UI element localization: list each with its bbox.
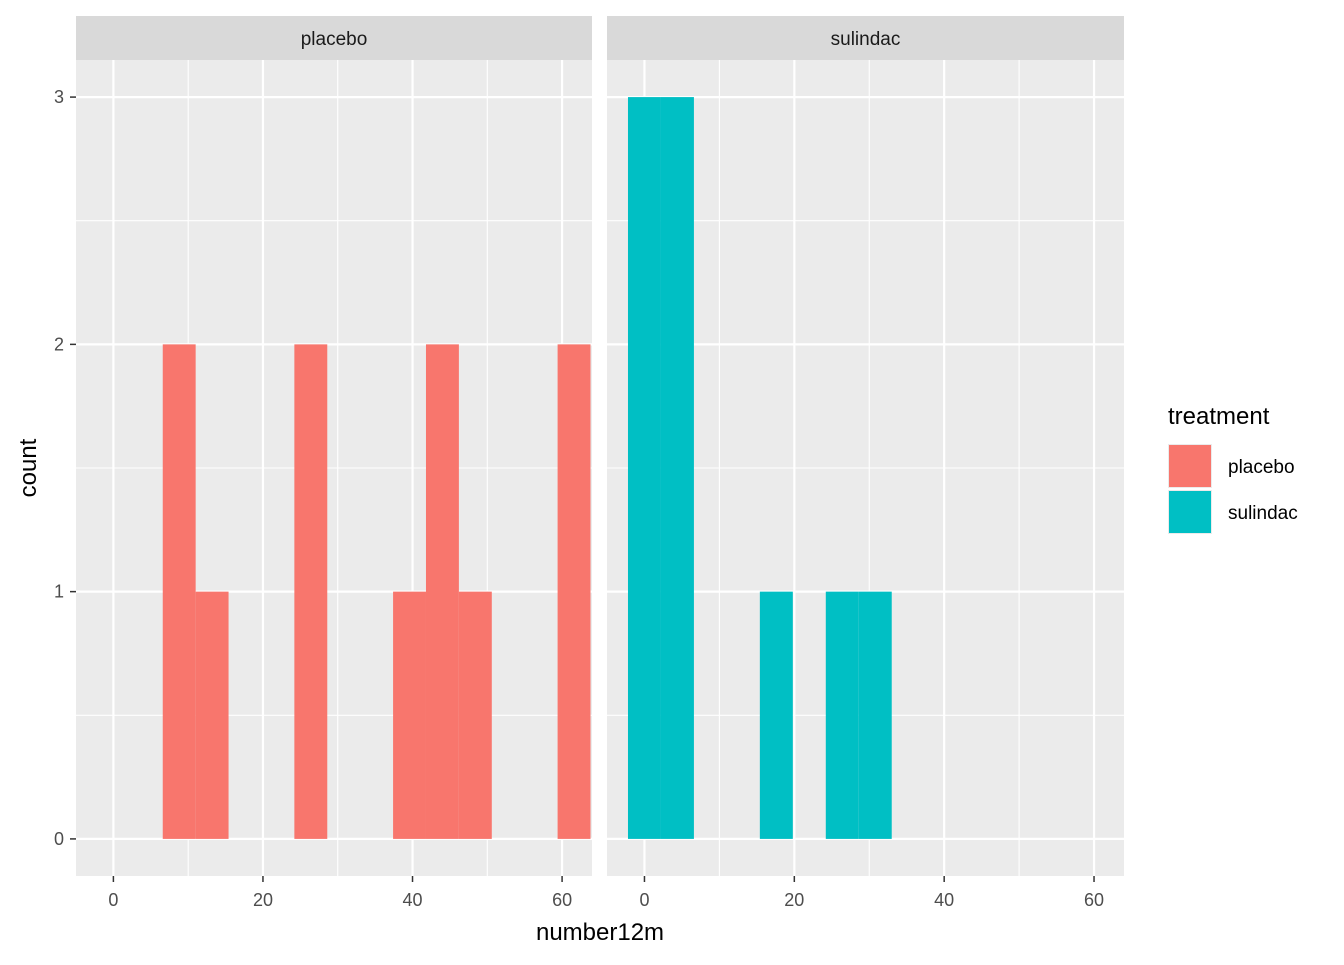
y-tick-label: 2 bbox=[54, 334, 64, 354]
legend-label-placebo: placebo bbox=[1228, 457, 1295, 478]
histogram-bar-sulindac bbox=[660, 97, 694, 839]
histogram-bar-placebo bbox=[162, 344, 196, 839]
histogram-bar-sulindac bbox=[825, 591, 859, 839]
y-axis-title: count bbox=[15, 438, 42, 497]
legend-swatch-placebo bbox=[1169, 445, 1211, 487]
histogram-bar-placebo bbox=[195, 591, 229, 839]
x-tick-label: 20 bbox=[784, 890, 804, 910]
x-tick-label: 60 bbox=[1084, 890, 1104, 910]
histogram-bar-sulindac bbox=[858, 591, 892, 839]
x-tick-label: 60 bbox=[552, 890, 572, 910]
x-tick-label: 40 bbox=[403, 890, 423, 910]
y-tick-label: 3 bbox=[54, 87, 64, 107]
histogram-bar-placebo bbox=[557, 344, 591, 839]
x-tick-label: 40 bbox=[934, 890, 954, 910]
facet-strip-sulindac bbox=[607, 16, 1124, 60]
x-tick-label: 0 bbox=[639, 890, 649, 910]
x-axis-title: number12m bbox=[536, 919, 664, 946]
facet-label-sulindac: sulindac bbox=[831, 29, 901, 50]
legend-label-sulindac: sulindac bbox=[1228, 503, 1298, 524]
y-tick-label: 1 bbox=[54, 582, 64, 602]
histogram-bar-placebo bbox=[458, 591, 492, 839]
facet-label-placebo: placebo bbox=[301, 29, 368, 50]
histogram-bar-placebo bbox=[294, 344, 328, 839]
histogram-bar-sulindac bbox=[759, 591, 793, 839]
histogram-bar-placebo bbox=[425, 344, 459, 839]
x-tick-label: 0 bbox=[108, 890, 118, 910]
facet-strip-placebo bbox=[76, 16, 592, 60]
x-tick-label: 20 bbox=[253, 890, 273, 910]
histogram-bar-placebo bbox=[393, 591, 426, 839]
y-tick-label: 0 bbox=[54, 829, 64, 849]
histogram-bar-sulindac bbox=[627, 97, 661, 839]
legend-title: treatment bbox=[1168, 403, 1270, 430]
legend-swatch-sulindac bbox=[1169, 491, 1211, 533]
